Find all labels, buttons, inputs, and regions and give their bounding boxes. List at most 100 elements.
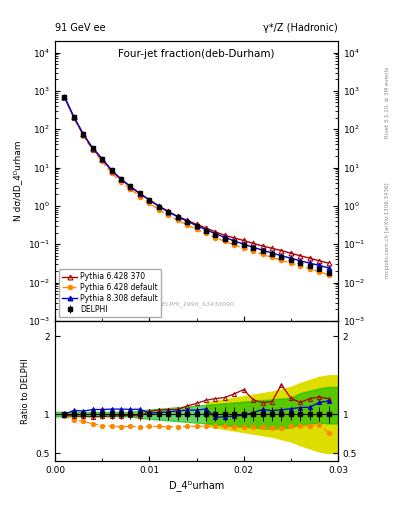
Pythia 8.308 default xyxy=(326,265,331,271)
Pythia 8.308 default xyxy=(298,258,303,264)
Pythia 6.428 370 xyxy=(260,243,265,249)
Y-axis label: N dσ/dD_4ᴰurham: N dσ/dD_4ᴰurham xyxy=(13,141,22,221)
Pythia 6.428 370 xyxy=(204,225,208,231)
Pythia 8.308 default xyxy=(166,209,171,215)
Text: DELPHI_1996_S3430090: DELPHI_1996_S3430090 xyxy=(158,301,235,307)
Pythia 8.308 default xyxy=(100,156,105,162)
Pythia 6.428 default xyxy=(62,94,67,100)
Pythia 6.428 370 xyxy=(279,247,284,253)
Pythia 6.428 370 xyxy=(62,94,67,100)
Pythia 8.308 default xyxy=(72,114,76,120)
Text: Four-jet fraction(deb-Durham): Four-jet fraction(deb-Durham) xyxy=(118,49,275,59)
Pythia 6.428 default xyxy=(90,147,95,154)
Pythia 8.308 default xyxy=(128,183,133,189)
Y-axis label: Ratio to DELPHI: Ratio to DELPHI xyxy=(21,358,30,423)
Pythia 8.308 default xyxy=(138,190,142,197)
Pythia 6.428 default xyxy=(251,248,255,254)
Pythia 8.308 default xyxy=(204,226,208,232)
Pythia 6.428 default xyxy=(204,230,208,237)
Pythia 8.308 default xyxy=(307,260,312,266)
Pythia 6.428 default xyxy=(72,115,76,121)
Text: mcplots.cern.ch [arXiv:1306.3436]: mcplots.cern.ch [arXiv:1306.3436] xyxy=(385,183,390,278)
Pythia 6.428 default xyxy=(317,269,321,275)
Pythia 8.308 default xyxy=(241,241,246,247)
Pythia 6.428 default xyxy=(156,206,161,212)
Pythia 6.428 370 xyxy=(147,197,152,203)
Pythia 8.308 default xyxy=(288,255,293,261)
Pythia 8.308 default xyxy=(119,176,123,182)
Pythia 6.428 default xyxy=(307,266,312,272)
Pythia 8.308 default xyxy=(185,218,189,224)
Line: Pythia 8.308 default: Pythia 8.308 default xyxy=(62,94,331,270)
Pythia 6.428 default xyxy=(194,226,199,232)
Pythia 6.428 370 xyxy=(194,221,199,227)
Pythia 8.308 default xyxy=(213,230,218,237)
Pythia 8.308 default xyxy=(222,234,227,241)
Pythia 8.308 default xyxy=(62,94,67,100)
Pythia 8.308 default xyxy=(175,214,180,220)
Pythia 6.428 370 xyxy=(232,235,237,241)
Pythia 6.428 370 xyxy=(222,232,227,239)
Pythia 6.428 370 xyxy=(241,238,246,244)
Pythia 6.428 370 xyxy=(213,229,218,235)
Pythia 6.428 default xyxy=(241,245,246,251)
Pythia 8.308 default xyxy=(279,252,284,259)
Pythia 6.428 370 xyxy=(175,214,180,220)
Pythia 6.428 370 xyxy=(185,217,189,223)
Pythia 6.428 370 xyxy=(166,208,171,215)
Pythia 6.428 370 xyxy=(128,184,133,190)
Text: γ*/Z (Hadronic): γ*/Z (Hadronic) xyxy=(263,23,338,33)
Line: Pythia 6.428 default: Pythia 6.428 default xyxy=(62,95,331,277)
Pythia 6.428 default xyxy=(147,200,152,206)
Pythia 6.428 370 xyxy=(298,252,303,259)
Pythia 6.428 default xyxy=(81,133,86,139)
Pythia 6.428 370 xyxy=(72,114,76,120)
Pythia 6.428 default xyxy=(279,257,284,263)
Pythia 6.428 default xyxy=(138,194,142,200)
Pythia 6.428 370 xyxy=(119,176,123,182)
Pythia 6.428 default xyxy=(119,179,123,185)
Pythia 8.308 default xyxy=(251,244,255,250)
Pythia 6.428 370 xyxy=(288,250,293,257)
Pythia 8.308 default xyxy=(90,145,95,151)
Pythia 6.428 default xyxy=(100,158,105,164)
Pythia 6.428 370 xyxy=(90,145,95,152)
Pythia 6.428 370 xyxy=(100,156,105,162)
Pythia 8.308 default xyxy=(109,167,114,173)
X-axis label: D_4ᴰurham: D_4ᴰurham xyxy=(169,480,224,491)
Pythia 6.428 370 xyxy=(270,245,274,251)
Text: 91 GeV ee: 91 GeV ee xyxy=(55,23,106,33)
Pythia 8.308 default xyxy=(156,203,161,209)
Pythia 6.428 default xyxy=(128,186,133,193)
Pythia 6.428 370 xyxy=(156,203,161,209)
Line: Pythia 6.428 370: Pythia 6.428 370 xyxy=(62,95,331,266)
Legend: Pythia 6.428 370, Pythia 6.428 default, Pythia 8.308 default, DELPHI: Pythia 6.428 370, Pythia 6.428 default, … xyxy=(59,269,161,317)
Pythia 6.428 370 xyxy=(307,255,312,261)
Pythia 6.428 370 xyxy=(109,167,114,174)
Pythia 6.428 370 xyxy=(138,191,142,197)
Pythia 6.428 370 xyxy=(317,258,321,264)
Pythia 8.308 default xyxy=(194,223,199,229)
Pythia 8.308 default xyxy=(317,262,321,268)
Pythia 6.428 default xyxy=(232,242,237,248)
Pythia 6.428 default xyxy=(185,222,189,228)
Pythia 6.428 370 xyxy=(251,240,255,246)
Pythia 6.428 default xyxy=(260,251,265,258)
Pythia 6.428 default xyxy=(166,212,171,218)
Pythia 6.428 default xyxy=(213,234,218,241)
Pythia 6.428 default xyxy=(222,239,227,245)
Pythia 6.428 default xyxy=(326,272,331,278)
Pythia 8.308 default xyxy=(232,238,237,244)
Pythia 6.428 370 xyxy=(81,132,86,138)
Pythia 6.428 default xyxy=(270,254,274,261)
Pythia 8.308 default xyxy=(81,131,86,137)
Pythia 6.428 default xyxy=(109,170,114,176)
Text: Rivet 3.1.10, ≥ 3M events: Rivet 3.1.10, ≥ 3M events xyxy=(385,67,390,138)
Pythia 6.428 default xyxy=(175,217,180,223)
Pythia 6.428 default xyxy=(298,263,303,269)
Pythia 6.428 370 xyxy=(326,260,331,266)
Pythia 8.308 default xyxy=(147,197,152,203)
Pythia 8.308 default xyxy=(260,247,265,253)
Pythia 6.428 default xyxy=(288,260,293,266)
Pythia 8.308 default xyxy=(270,250,274,256)
